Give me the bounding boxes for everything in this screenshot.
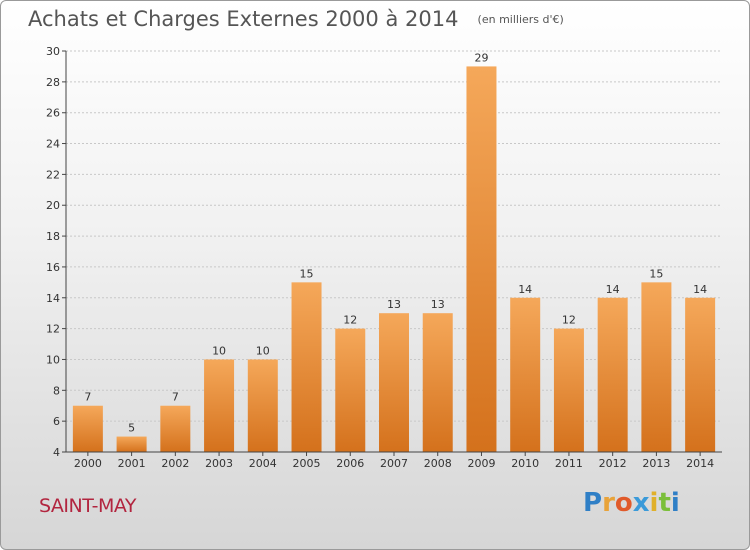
data-label: 14 <box>518 283 532 296</box>
y-tick-label: 16 <box>46 261 60 274</box>
y-tick-label: 18 <box>46 230 60 243</box>
x-tick-label: 2009 <box>467 457 495 470</box>
bar <box>160 405 191 452</box>
bar <box>466 66 497 452</box>
data-label: 5 <box>128 422 135 435</box>
commune-name: SAINT-MAY <box>39 495 136 517</box>
axis-layer <box>62 50 722 456</box>
y-tick-label: 6 <box>53 415 60 428</box>
x-tick-label: 2010 <box>511 457 539 470</box>
x-tick-label: 2006 <box>336 457 364 470</box>
bar <box>422 313 453 452</box>
x-tick-label: 2004 <box>249 457 277 470</box>
bar-layer <box>72 66 716 452</box>
bar <box>510 297 541 452</box>
proxiti-logo: Proxiti <box>583 488 680 518</box>
logo-letter: r <box>602 488 615 518</box>
bar <box>291 282 322 452</box>
x-tick-label: 2000 <box>74 457 102 470</box>
y-tick-label: 26 <box>46 107 60 120</box>
data-label: 7 <box>84 391 91 404</box>
x-tick-label: 2014 <box>686 457 714 470</box>
x-tick-label: 2011 <box>555 457 583 470</box>
label-layer: 4 6 8 10 12 14 16 18 20 22 24 26 28 30 7 2000 5 2001 7 2002… <box>46 45 714 470</box>
y-tick-label: 22 <box>46 168 60 181</box>
x-tick-label: 2007 <box>380 457 408 470</box>
x-tick-label: 2008 <box>424 457 452 470</box>
bar <box>641 282 672 452</box>
y-tick-label: 20 <box>46 199 60 212</box>
y-tick-label: 12 <box>46 323 60 336</box>
data-label: 15 <box>300 267 314 280</box>
data-label: 13 <box>431 298 445 311</box>
y-tick-label: 30 <box>46 45 60 58</box>
bar <box>379 313 409 452</box>
title-block: Achats et Charges Externes 2000 à 2014 (… <box>28 7 564 31</box>
chart-subtitle: (en milliers d'€) <box>477 13 564 26</box>
bar <box>247 359 278 452</box>
x-tick-label: 2002 <box>161 457 189 470</box>
bar <box>72 405 103 452</box>
data-label: 13 <box>387 298 401 311</box>
x-tick-label: 2005 <box>293 457 321 470</box>
logo-letter: i <box>649 488 659 518</box>
data-label: 15 <box>649 267 663 280</box>
logo-letter: t <box>658 488 671 518</box>
data-label: 10 <box>256 344 270 357</box>
bar <box>116 436 147 452</box>
x-tick-label: 2012 <box>599 457 627 470</box>
data-label: 29 <box>474 51 488 64</box>
x-tick-label: 2003 <box>205 457 233 470</box>
y-tick-label: 4 <box>53 446 60 459</box>
chart-title: Achats et Charges Externes 2000 à 2014 <box>28 7 459 31</box>
bar <box>685 297 716 452</box>
bar <box>335 328 366 452</box>
data-label: 14 <box>606 283 620 296</box>
data-label: 7 <box>172 391 179 404</box>
y-tick-label: 28 <box>46 76 60 89</box>
bar <box>597 297 628 452</box>
logo-letter: x <box>632 488 650 518</box>
logo-letter: i <box>670 488 680 518</box>
y-tick-label: 8 <box>53 384 60 397</box>
bar <box>204 359 235 452</box>
x-tick-label: 2001 <box>118 457 146 470</box>
logo-letter: o <box>614 488 633 518</box>
data-label: 12 <box>562 314 576 327</box>
x-tick-label: 2013 <box>642 457 670 470</box>
y-tick-label: 10 <box>46 353 60 366</box>
y-tick-label: 14 <box>46 292 60 305</box>
data-label: 10 <box>212 344 226 357</box>
data-label: 14 <box>693 283 707 296</box>
data-label: 12 <box>343 314 357 327</box>
bar <box>553 328 584 452</box>
logo-letter: P <box>583 488 603 518</box>
y-tick-label: 24 <box>46 138 60 151</box>
